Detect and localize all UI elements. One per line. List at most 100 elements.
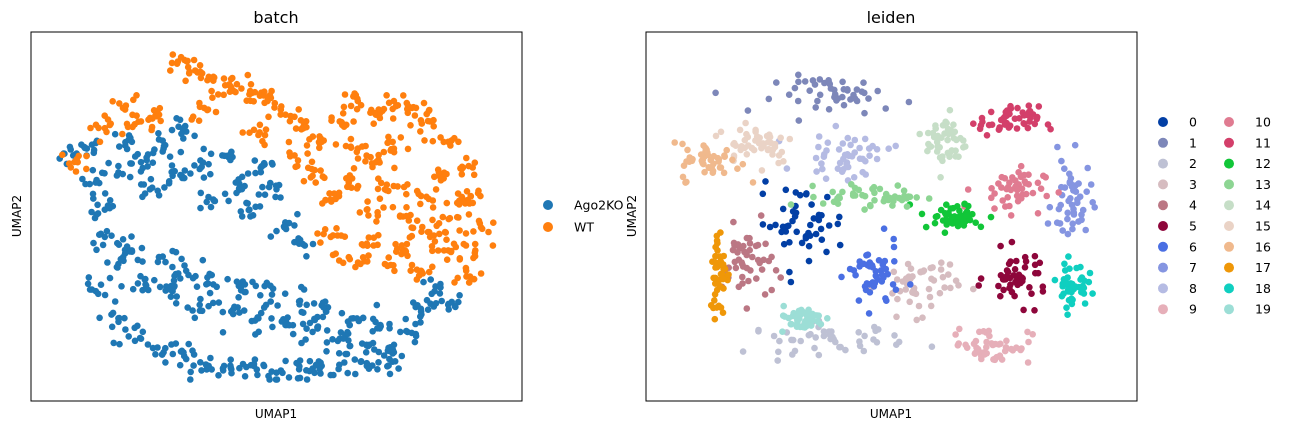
batch-point-ago2ko bbox=[154, 344, 161, 351]
leiden-point-cluster-19 bbox=[780, 302, 787, 310]
leiden-point-cluster-4 bbox=[758, 266, 766, 273]
leiden-point-cluster-10 bbox=[1006, 202, 1013, 210]
leiden-point-cluster-19 bbox=[779, 312, 787, 320]
leiden-point-cluster-19 bbox=[814, 318, 822, 326]
batch-point-ago2ko bbox=[187, 376, 194, 383]
batch-point-ago2ko bbox=[375, 348, 383, 356]
leiden-point-cluster-12 bbox=[922, 223, 930, 231]
batch-point-wt bbox=[434, 247, 442, 254]
batch-point-wt bbox=[360, 242, 367, 249]
batch-point-ago2ko bbox=[272, 193, 279, 201]
leiden-point-cluster-4 bbox=[743, 305, 751, 312]
leiden-point-cluster-3 bbox=[912, 290, 920, 298]
batch-point-ago2ko bbox=[148, 184, 156, 191]
leiden-point-cluster-7 bbox=[1064, 215, 1071, 223]
batch-point-ago2ko bbox=[200, 145, 207, 153]
batch-point-ago2ko bbox=[338, 309, 346, 317]
leiden-point-cluster-11 bbox=[1035, 103, 1043, 110]
batch-point-ago2ko bbox=[357, 358, 365, 366]
leiden-point-cluster-11 bbox=[1031, 120, 1039, 128]
batch-point-wt bbox=[354, 155, 362, 162]
batch-point-ago2ko bbox=[323, 327, 331, 334]
leiden-point-cluster-16 bbox=[683, 178, 690, 186]
leiden-point-cluster-18 bbox=[1066, 265, 1073, 273]
leiden-point-cluster-10 bbox=[988, 185, 995, 192]
batch-point-wt bbox=[246, 87, 254, 95]
batch-point-ago2ko bbox=[352, 370, 359, 378]
batch-point-wt bbox=[303, 142, 311, 149]
batch-point-ago2ko bbox=[189, 307, 196, 314]
batch-point-wt bbox=[443, 199, 451, 207]
leiden-legend-marker bbox=[1224, 179, 1234, 190]
batch-point-ago2ko bbox=[189, 274, 197, 282]
leiden-point-cluster-2 bbox=[739, 348, 747, 355]
leiden-point-cluster-5 bbox=[1022, 258, 1030, 265]
leiden-xlabel: UMAP1 bbox=[870, 407, 912, 421]
leiden-point-cluster-15 bbox=[744, 133, 752, 141]
batch-point-ago2ko bbox=[267, 233, 275, 240]
leiden-point-cluster-7 bbox=[1082, 226, 1089, 234]
batch-point-wt bbox=[441, 228, 449, 236]
leiden-point-cluster-15 bbox=[736, 126, 744, 134]
batch-point-wt bbox=[265, 113, 272, 121]
batch-point-wt bbox=[287, 112, 294, 120]
batch-point-ago2ko bbox=[244, 170, 252, 177]
leiden-point-cluster-10 bbox=[1043, 192, 1050, 200]
leiden-point-cluster-8 bbox=[861, 135, 869, 143]
batch-point-wt bbox=[407, 122, 414, 129]
batch-point-ago2ko bbox=[94, 201, 101, 209]
leiden-point-cluster-1 bbox=[865, 95, 872, 102]
leiden-point-cluster-10 bbox=[1025, 171, 1032, 178]
batch-point-ago2ko bbox=[96, 231, 103, 238]
batch-point-ago2ko bbox=[171, 167, 178, 175]
leiden-point-cluster-18 bbox=[1078, 288, 1085, 296]
batch-point-wt bbox=[227, 83, 234, 90]
batch-point-ago2ko bbox=[237, 208, 245, 215]
leiden-point-cluster-11 bbox=[1014, 104, 1021, 112]
batch-point-ago2ko bbox=[323, 348, 330, 355]
leiden-point-cluster-16 bbox=[717, 164, 725, 171]
leiden-legend-marker bbox=[1224, 221, 1234, 231]
batch-point-ago2ko bbox=[263, 279, 271, 287]
leiden-point-cluster-13 bbox=[834, 195, 841, 202]
batch-point-wt bbox=[396, 212, 404, 219]
batch-point-ago2ko bbox=[117, 255, 125, 263]
batch-point-ago2ko bbox=[445, 306, 453, 313]
batch-point-ago2ko bbox=[105, 159, 112, 167]
batch-point-ago2ko bbox=[103, 227, 111, 235]
batch-point-wt bbox=[383, 92, 390, 99]
batch-point-wt bbox=[344, 183, 351, 191]
batch-point-wt bbox=[404, 109, 412, 117]
leiden-point-cluster-8 bbox=[859, 168, 866, 176]
batch-point-wt bbox=[247, 97, 254, 105]
leiden-legend-marker bbox=[1158, 158, 1168, 169]
leiden-point-cluster-16 bbox=[749, 179, 757, 186]
batch-point-ago2ko bbox=[285, 374, 293, 381]
batch-point-wt bbox=[424, 117, 432, 125]
batch-point-ago2ko bbox=[205, 160, 212, 168]
leiden-point-cluster-3 bbox=[970, 285, 977, 293]
batch-point-wt bbox=[209, 94, 216, 101]
batch-point-wt bbox=[351, 90, 358, 97]
leiden-point-cluster-17 bbox=[713, 286, 721, 294]
batch-point-ago2ko bbox=[348, 315, 355, 322]
batch-point-wt bbox=[261, 131, 269, 139]
leiden-point-cluster-15 bbox=[775, 152, 783, 159]
leiden-point-cluster-15 bbox=[717, 128, 725, 136]
leiden-point-cluster-8 bbox=[815, 143, 822, 151]
leiden-point-cluster-0 bbox=[779, 205, 787, 213]
leiden-point-cluster-11 bbox=[983, 132, 991, 139]
leiden-point-cluster-12 bbox=[948, 213, 956, 221]
leiden-point-cluster-6 bbox=[856, 258, 863, 265]
leiden-point-cluster-15 bbox=[742, 119, 749, 127]
batch-point-ago2ko bbox=[156, 283, 164, 291]
batch-point-wt bbox=[346, 255, 354, 263]
leiden-point-cluster-9 bbox=[952, 331, 959, 338]
batch-point-wt bbox=[402, 248, 410, 255]
batch-point-wt bbox=[392, 102, 400, 110]
leiden-legend-label: 10 bbox=[1255, 115, 1271, 130]
leiden-point-cluster-2 bbox=[871, 323, 878, 331]
batch-point-ago2ko bbox=[166, 153, 174, 160]
batch-point-wt bbox=[374, 185, 382, 193]
batch-point-wt bbox=[197, 68, 204, 76]
